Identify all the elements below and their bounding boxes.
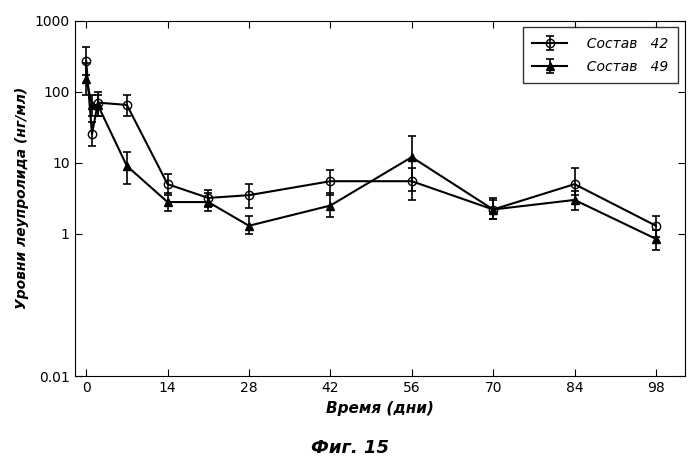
Legend:   Состав   42,   Состав   49: Состав 42, Состав 49	[522, 27, 678, 83]
Y-axis label: Уровни леупролида (нг/мл): Уровни леупролида (нг/мл)	[15, 87, 29, 310]
X-axis label: Время (дни): Время (дни)	[326, 400, 434, 415]
Text: Фиг. 15: Фиг. 15	[311, 439, 389, 458]
